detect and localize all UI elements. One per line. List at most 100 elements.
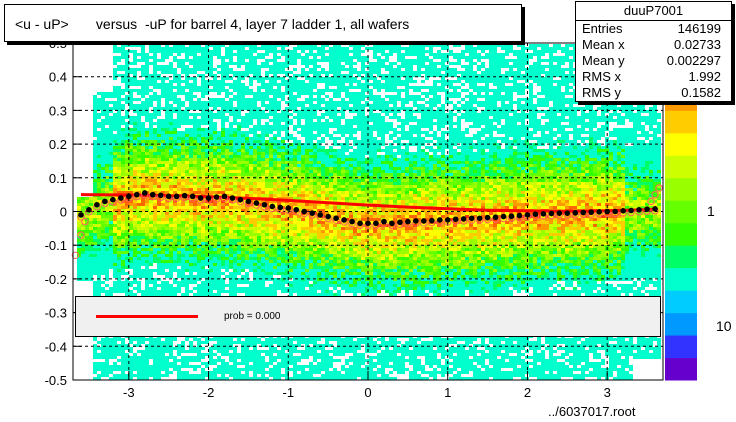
- heatmap-cell: [121, 53, 125, 56]
- heatmap-cell: [177, 149, 181, 152]
- heatmap-cell: [229, 179, 233, 182]
- heatmap-cell: [77, 260, 81, 263]
- heatmap-cell: [113, 224, 117, 227]
- heatmap-cell: [153, 206, 157, 209]
- heatmap-cell: [245, 56, 249, 59]
- heatmap-cell: [181, 362, 185, 365]
- heatmap-cell: [217, 188, 221, 191]
- heatmap-cell: [249, 80, 253, 83]
- heatmap-cell: [229, 101, 233, 104]
- heatmap-cell: [125, 140, 129, 143]
- heatmap-cell: [113, 212, 117, 215]
- heatmap-cell: [201, 113, 205, 116]
- heatmap-cell: [113, 218, 117, 221]
- heatmap-cell: [273, 272, 277, 275]
- heatmap-cell: [265, 44, 269, 47]
- heatmap-cell: [285, 218, 289, 221]
- heatmap-cell: [257, 122, 261, 125]
- heatmap-cell: [213, 188, 217, 191]
- heatmap-cell: [293, 68, 297, 71]
- heatmap-cell: [249, 269, 253, 272]
- heatmap-cell: [265, 149, 269, 152]
- heatmap-cell: [113, 122, 117, 125]
- heatmap-cell: [289, 188, 293, 191]
- heatmap-cell: [293, 203, 297, 206]
- heatmap-cell: [105, 236, 109, 239]
- heatmap-cell: [249, 179, 253, 182]
- heatmap-cell: [273, 89, 277, 92]
- heatmap-cell: [165, 164, 169, 167]
- heatmap-cell: [245, 62, 249, 65]
- heatmap-cell: [269, 347, 273, 350]
- heatmap-cell: [253, 56, 257, 59]
- heatmap-cell: [241, 248, 245, 251]
- heatmap-cell: [165, 230, 169, 233]
- heatmap-cell: [109, 338, 113, 341]
- heatmap-cell: [129, 122, 133, 125]
- heatmap-cell: [141, 188, 145, 191]
- heatmap-cell: [257, 245, 261, 248]
- heatmap-cell: [265, 182, 269, 185]
- heatmap-cell: [193, 113, 197, 116]
- heatmap-cell: [153, 269, 157, 272]
- heatmap-cell: [77, 224, 81, 227]
- heatmap-cell: [237, 371, 241, 374]
- heatmap-cell: [281, 272, 285, 275]
- heatmap-cell: [185, 290, 189, 293]
- heatmap-cell: [289, 134, 293, 137]
- heatmap-cell: [145, 53, 149, 56]
- heatmap-cell: [225, 47, 229, 50]
- heatmap-cell: [245, 86, 249, 89]
- heatmap-cell: [257, 185, 261, 188]
- heatmap-cell: [185, 110, 189, 113]
- heatmap-cell: [177, 233, 181, 236]
- heatmap-cell: [265, 242, 269, 245]
- heatmap-cell: [237, 236, 241, 239]
- heatmap-cell: [189, 233, 193, 236]
- heatmap-cell: [149, 134, 153, 137]
- heatmap-cell: [89, 227, 93, 230]
- heatmap-cell: [249, 185, 253, 188]
- heatmap-cell: [221, 239, 225, 242]
- heatmap-cell: [89, 248, 93, 251]
- heatmap-cell: [173, 185, 177, 188]
- heatmap-cell: [265, 269, 269, 272]
- heatmap-cell: [105, 182, 109, 185]
- heatmap-cell: [233, 221, 237, 224]
- heatmap-cell: [217, 248, 221, 251]
- heatmap-cell: [189, 68, 193, 71]
- heatmap-cell: [217, 371, 221, 374]
- heatmap-cell: [185, 56, 189, 59]
- heatmap-cell: [77, 251, 81, 254]
- heatmap-cell: [93, 170, 97, 173]
- heatmap-cell: [125, 86, 129, 89]
- heatmap-cell: [133, 77, 137, 80]
- heatmap-cell: [225, 377, 229, 380]
- heatmap-cell: [265, 161, 269, 164]
- heatmap-cell: [157, 188, 161, 191]
- heatmap-cell: [257, 95, 261, 98]
- heatmap-cell: [173, 110, 177, 113]
- heatmap-cell: [293, 110, 297, 113]
- heatmap-cell: [89, 200, 93, 203]
- heatmap-cell: [241, 155, 245, 158]
- heatmap-cell: [161, 182, 165, 185]
- heatmap-cell: [125, 134, 129, 137]
- heatmap-cell: [129, 182, 133, 185]
- heatmap-cell: [137, 191, 141, 194]
- heatmap-cell: [249, 266, 253, 269]
- heatmap-cell: [205, 230, 209, 233]
- heatmap-cell: [241, 230, 245, 233]
- heatmap-cell: [93, 128, 97, 131]
- heatmap-cell: [109, 347, 113, 350]
- heatmap-cell: [153, 107, 157, 110]
- heatmap-cell: [237, 134, 241, 137]
- heatmap-cell: [253, 182, 257, 185]
- heatmap-cell: [165, 185, 169, 188]
- heatmap-cell: [161, 239, 165, 242]
- heatmap-cell: [253, 338, 257, 341]
- heatmap-cell: [145, 164, 149, 167]
- heatmap-cell: [97, 356, 101, 359]
- heatmap-cell: [285, 185, 289, 188]
- heatmap-cell: [197, 191, 201, 194]
